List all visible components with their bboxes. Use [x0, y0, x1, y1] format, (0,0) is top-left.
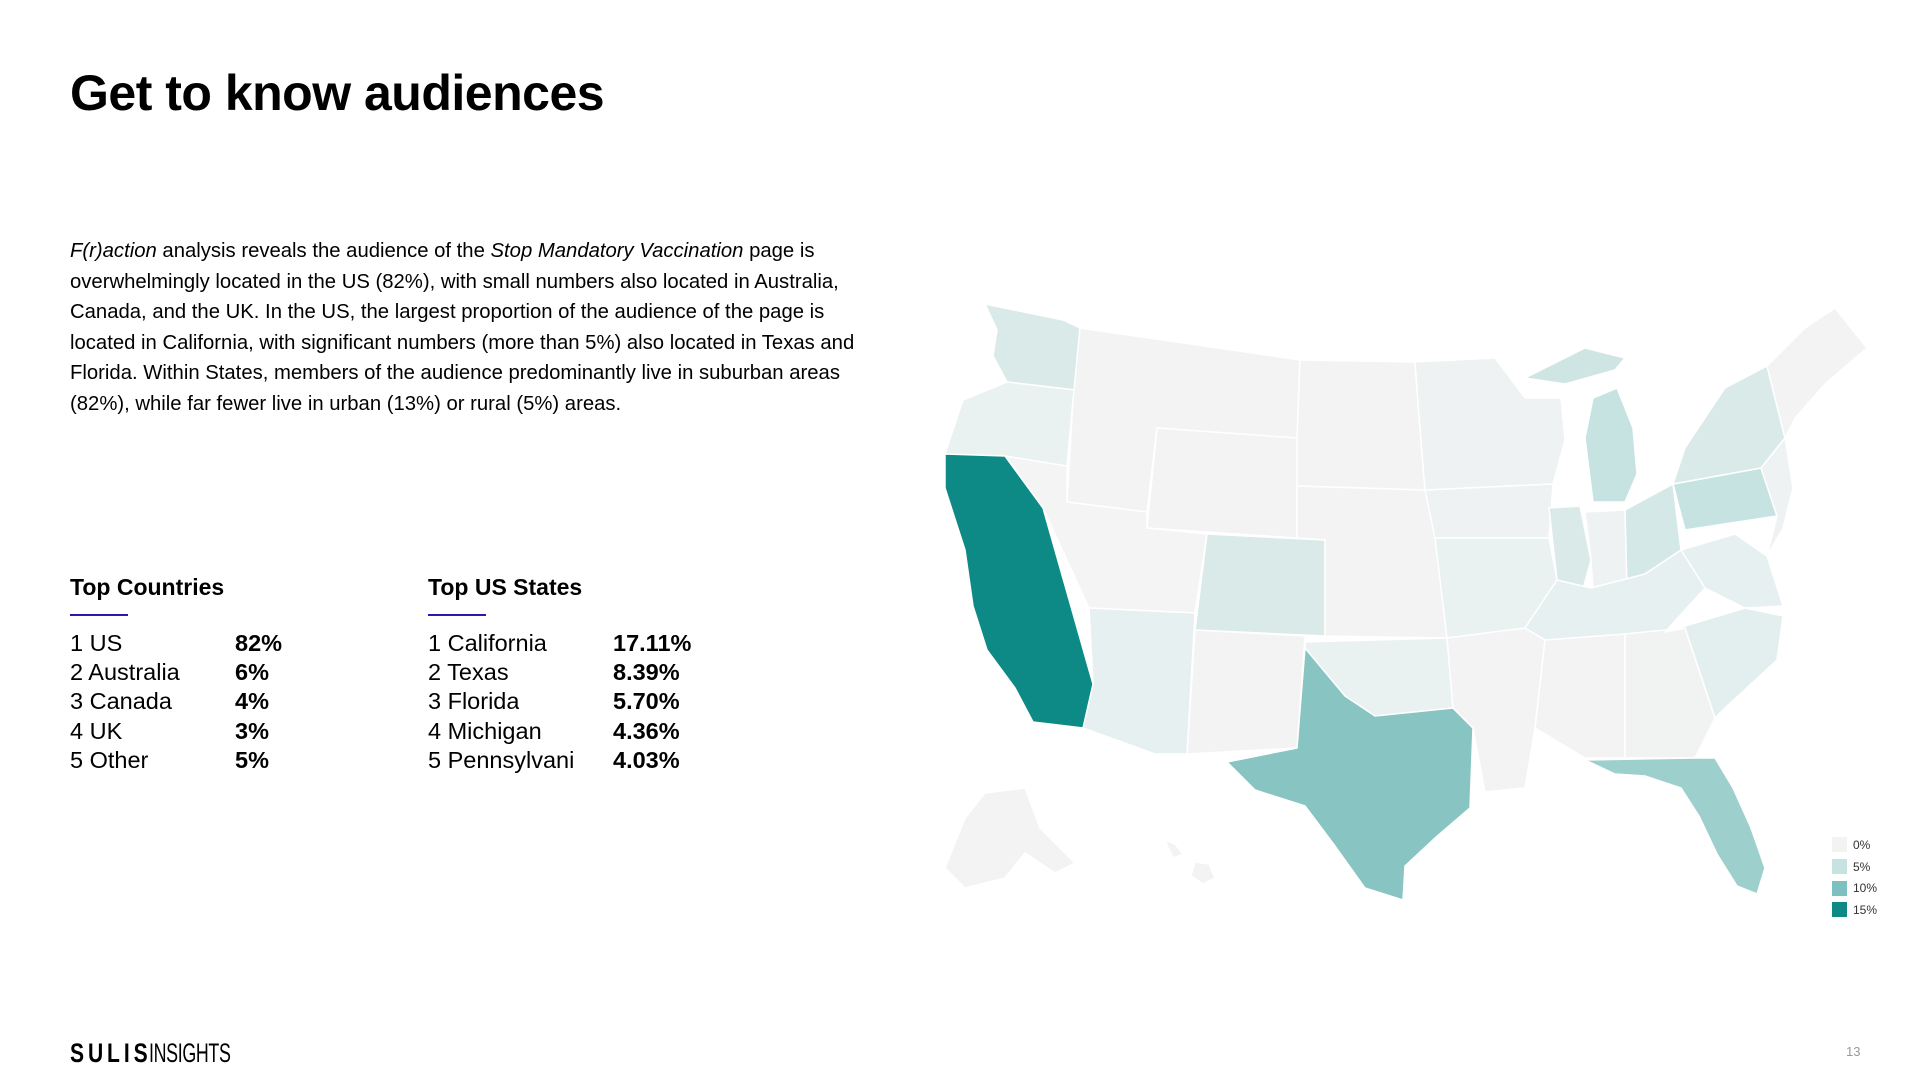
state-row: 5 Pennsylvani 4.03% [428, 746, 748, 775]
state-row: 2 Texas 8.39% [428, 658, 748, 687]
top-countries-underline [70, 614, 128, 616]
state-label: 4 Michigan [428, 717, 542, 744]
top-states-list: 1 California 17.11% 2 Texas 8.39% 3 Florid… [428, 629, 748, 775]
country-row: 5 Other 5% [70, 746, 310, 775]
intro-text-1: analysis reveals the audience of the [156, 240, 491, 262]
country-label: 2 Australia [70, 659, 180, 686]
sulis-insights-logo: SULISINSIGHTS [70, 1038, 272, 1069]
country-label: 5 Other [70, 746, 149, 773]
state-label: 3 Florida [428, 688, 520, 715]
intro-text-2: page is overwhelmingly located in the US… [70, 240, 855, 415]
legend-label: 5% [1853, 859, 1871, 874]
top-states-heading: Top US States [428, 574, 583, 600]
dakotas-region [1296, 359, 1426, 491]
top-countries-heading: Top Countries [70, 574, 225, 600]
legend-item: 10% [1832, 877, 1877, 899]
country-row: 2 Australia 6% [70, 658, 310, 687]
arizona-region [1082, 607, 1196, 755]
hawaii-region [1164, 839, 1216, 885]
country-value: 6% [235, 659, 269, 686]
legend-label: 15% [1853, 902, 1878, 917]
legend-swatch [1832, 859, 1847, 875]
country-value: 3% [235, 717, 269, 744]
top-countries-list: 1 US 82% 2 Australia 6% 3 Canada 4% 4 UK 3% … [70, 629, 310, 775]
carolinas-region [1664, 607, 1784, 719]
state-value: 17.11% [613, 630, 692, 656]
wyoming-region [1146, 427, 1298, 539]
iowa-region [1424, 483, 1554, 539]
country-label: 4 UK [70, 717, 123, 744]
oregon-region [944, 381, 1076, 467]
virginia-region [1680, 533, 1784, 609]
michigan-upper-region [1524, 347, 1626, 385]
state-row: 1 California 17.11% [428, 629, 748, 658]
state-value: 8.39% [613, 659, 680, 686]
legend-swatch [1832, 837, 1847, 853]
state-value: 4.36% [613, 717, 680, 744]
legend-swatch [1832, 902, 1847, 918]
country-row: 4 UK 3% [70, 717, 310, 746]
state-label: 2 Texas [428, 659, 509, 686]
country-value: 5% [235, 746, 269, 773]
state-value: 4.03% [613, 746, 680, 773]
state-label: 1 California [428, 630, 547, 656]
mid-atlantic-region [1760, 437, 1794, 557]
indiana-region [1584, 509, 1628, 589]
state-row: 4 Michigan 4.36% [428, 717, 748, 746]
florida-region [1584, 757, 1766, 895]
mississippi-alabama-region [1534, 633, 1626, 759]
arkansas-louisiana-region [1446, 627, 1546, 793]
legend-item: 5% [1832, 856, 1877, 878]
country-value: 4% [235, 688, 269, 715]
country-row: 3 Canada 4% [70, 687, 310, 716]
map-legend: 0% 5% 10% 15% [1832, 834, 1877, 921]
minnesota-wisconsin-region [1414, 357, 1566, 491]
legend-swatch [1832, 880, 1847, 896]
us-choropleth-map [944, 303, 1868, 901]
colorado-region [1194, 533, 1326, 637]
intro-paragraph: F(r)action analysis reveals the audience… [70, 236, 890, 420]
texas-region [1226, 647, 1474, 901]
legend-item: 0% [1832, 834, 1877, 856]
country-label: 1 US [70, 630, 123, 656]
legend-label: 0% [1853, 837, 1871, 852]
state-row: 3 Florida 5.70% [428, 687, 748, 716]
country-value: 82% [235, 630, 283, 656]
state-value: 5.70% [613, 688, 680, 715]
nevada-utah-region [1004, 455, 1208, 614]
legend-label: 10% [1853, 881, 1878, 896]
logo-brand: SULIS [70, 1038, 152, 1068]
intro-term-page: Stop Mandatory Vaccination [490, 240, 744, 262]
page-number: 13 [1846, 1044, 1861, 1059]
california-region [944, 453, 1094, 729]
washington-region [984, 303, 1081, 391]
country-label: 3 Canada [70, 688, 172, 715]
michigan-region [1584, 387, 1638, 503]
alaska-region [944, 787, 1076, 889]
legend-item: 15% [1832, 899, 1877, 921]
top-states-underline [428, 614, 486, 616]
country-row: 1 US 82% [70, 629, 310, 658]
new-england-region [1766, 307, 1868, 439]
logo-sub: INSIGHTS [148, 1038, 231, 1068]
state-label: 5 Pennsylvani [428, 746, 575, 773]
intro-term-fraction: F(r)action [70, 240, 157, 262]
new-mexico-region [1186, 629, 1306, 755]
slide-title: Get to know audiences [70, 65, 605, 121]
